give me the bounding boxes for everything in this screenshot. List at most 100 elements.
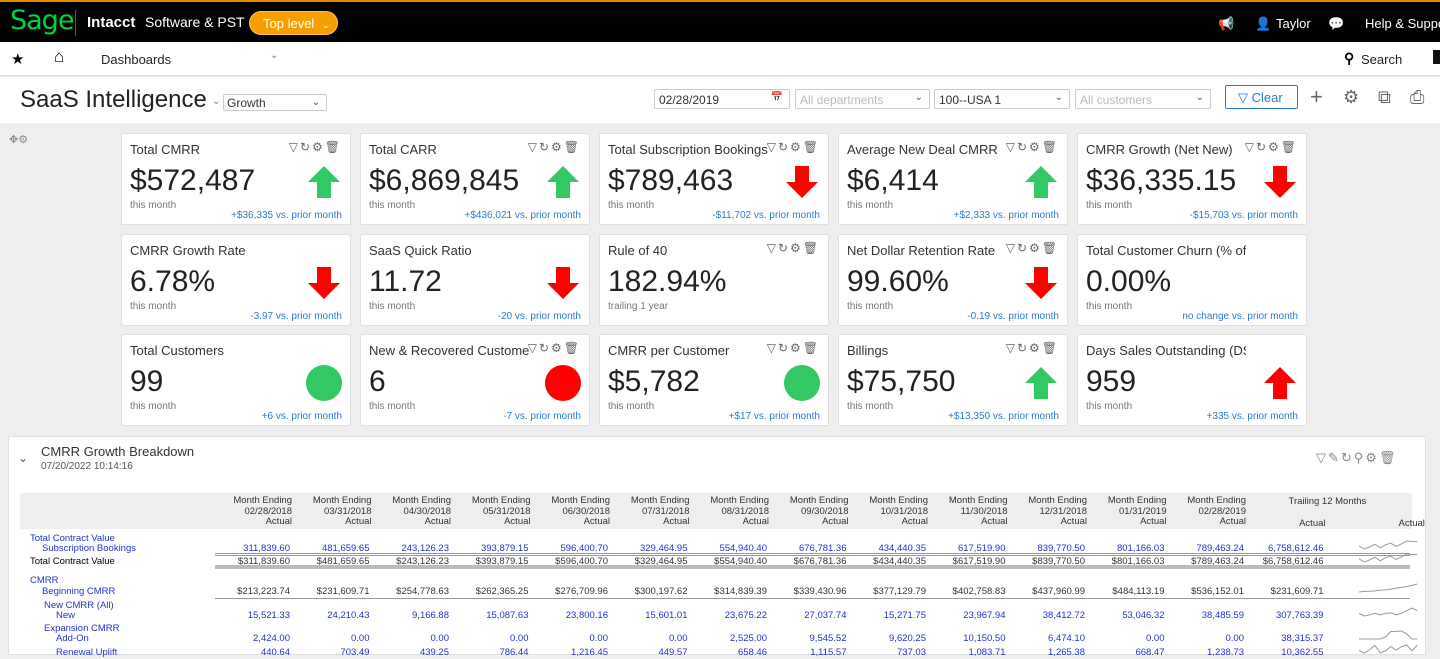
- customer-select[interactable]: All customers ⌄: [1075, 89, 1211, 109]
- trash-icon[interactable]: 🗑: [563, 341, 581, 355]
- kpi-card[interactable]: Total Customer Churn (% of Total) 0.00% th…: [1077, 234, 1307, 326]
- refresh-icon[interactable]: ↻: [299, 140, 312, 154]
- chat-icon[interactable]: 💬: [1328, 16, 1345, 31]
- filter-icon[interactable]: ▽: [1005, 241, 1017, 255]
- location-select[interactable]: 100--USA 1 ⌄: [934, 89, 1070, 109]
- calendar-icon[interactable]: 📅: [770, 92, 783, 103]
- trash-icon[interactable]: 🗑: [802, 140, 820, 154]
- kpi-card[interactable]: Billings $75,750 this month +$13,350 vs. pr…: [838, 334, 1068, 426]
- trash-icon[interactable]: 🗑: [1041, 241, 1059, 255]
- column-header[interactable]: Month Ending 04/30/2018 Actual: [376, 495, 451, 528]
- filter-icon[interactable]: ▽: [527, 341, 539, 355]
- column-header[interactable]: Month Ending 12/31/2018 Actual: [1012, 495, 1087, 528]
- column-header[interactable]: Month Ending 08/31/2018 Actual: [694, 495, 769, 528]
- row-label[interactable]: Total Contract Value: [30, 556, 115, 567]
- column-header[interactable]: Month Ending 11/30/2018 Actual: [933, 495, 1008, 528]
- column-header[interactable]: Month Ending 03/31/2018 Actual: [297, 495, 372, 528]
- refresh-icon[interactable]: ↻: [777, 241, 790, 255]
- filter-icon[interactable]: ▽: [766, 241, 778, 255]
- row-group-label[interactable]: Total Contract Value: [30, 533, 115, 544]
- gear-icon[interactable]: ⚙: [1029, 341, 1042, 355]
- refresh-icon[interactable]: ↻: [1016, 341, 1029, 355]
- panel-toolbar-icons[interactable]: ▽✎↻⚲⚙🗑: [1316, 450, 1398, 465]
- kpi-card[interactable]: Total Subscription Bookings $789,463 this …: [599, 133, 829, 225]
- column-header[interactable]: Month Ending 10/31/2018 Actual: [853, 495, 928, 528]
- kpi-card[interactable]: New & Recovered Customers 6 this month -7 v…: [360, 334, 590, 426]
- gear-icon[interactable]: ⚙: [790, 140, 803, 154]
- row-label[interactable]: Subscription Bookings: [42, 543, 136, 554]
- column-header[interactable]: Month Ending 06/30/2018 Actual: [535, 495, 610, 528]
- column-header[interactable]: Month Ending 02/28/2018 Actual: [217, 495, 292, 528]
- add-icon[interactable]: +: [1310, 84, 1323, 109]
- kpi-card[interactable]: CMRR Growth Rate 6.78% this month -3.97 vs.…: [121, 234, 351, 326]
- trash-icon[interactable]: 🗑: [324, 140, 342, 154]
- print-icon[interactable]: ⎙: [1410, 87, 1425, 107]
- user-name[interactable]: Taylor: [1276, 16, 1311, 31]
- trash-icon[interactable]: 🗑: [563, 140, 581, 154]
- gear-icon[interactable]: ⚙: [1029, 140, 1042, 154]
- chevron-down-icon[interactable]: ⌄: [270, 50, 279, 61]
- department-select[interactable]: All departments ⌄: [795, 89, 930, 109]
- gear-icon[interactable]: ⚙: [790, 341, 803, 355]
- user-icon[interactable]: 👤: [1255, 16, 1272, 31]
- refresh-icon[interactable]: ↻: [777, 140, 790, 154]
- refresh-icon[interactable]: ↻: [1016, 140, 1029, 154]
- row-group-label[interactable]: New CMRR (All): [44, 600, 114, 611]
- gear-icon[interactable]: ⚙: [551, 341, 564, 355]
- home-icon[interactable]: ⌂: [54, 47, 65, 66]
- trash-icon[interactable]: 🗑: [802, 241, 820, 255]
- bookmark-icon[interactable]: [1433, 50, 1440, 64]
- trash-icon[interactable]: 🗑: [802, 341, 820, 355]
- refresh-icon[interactable]: ↻: [538, 140, 551, 154]
- chevron-down-icon[interactable]: ⌄: [212, 96, 221, 107]
- row-group-label[interactable]: Expansion CMRR: [44, 623, 120, 634]
- star-icon[interactable]: ★: [11, 51, 25, 68]
- row-label[interactable]: New: [56, 610, 76, 621]
- column-header[interactable]: Month Ending 05/31/2018 Actual: [456, 495, 531, 528]
- copy-icon[interactable]: ⧉: [1378, 87, 1391, 107]
- entity-level-dropdown[interactable]: Top level ⌄: [249, 11, 338, 35]
- filter-icon[interactable]: ▽: [766, 140, 778, 154]
- kpi-card[interactable]: SaaS Quick Ratio 11.72 this month -20 vs. p…: [360, 234, 590, 326]
- kpi-card[interactable]: Total Customers 99 this month +6 vs. prior …: [121, 334, 351, 426]
- column-header[interactable]: Month Ending 09/30/2018 Actual: [774, 495, 849, 528]
- dashboards-menu[interactable]: Dashboards: [101, 52, 172, 67]
- refresh-icon[interactable]: ↻: [1255, 140, 1268, 154]
- column-header[interactable]: Month Ending 02/28/2019 Actual: [1171, 495, 1246, 528]
- gear-icon[interactable]: ⚙: [1268, 140, 1281, 154]
- gear-icon[interactable]: ⚙: [790, 241, 803, 255]
- kpi-card[interactable]: Net Dollar Retention Rate 99.60% this mont…: [838, 234, 1068, 326]
- search-icon[interactable]: ⚲: [1344, 50, 1355, 66]
- row-label[interactable]: Beginning CMRR: [42, 586, 116, 597]
- refresh-icon[interactable]: ↻: [538, 341, 551, 355]
- search-link[interactable]: Search: [1361, 52, 1403, 67]
- filter-icon[interactable]: ▽: [766, 341, 778, 355]
- refresh-icon[interactable]: ↻: [1016, 241, 1029, 255]
- kpi-card[interactable]: Total CMRR $572,487 this month +$36,335 vs.…: [121, 133, 351, 225]
- trash-icon[interactable]: 🗑: [1041, 140, 1059, 154]
- clear-filters-button[interactable]: ▽ Clear: [1225, 85, 1298, 109]
- row-label[interactable]: Add-On: [56, 633, 89, 644]
- help-support-link[interactable]: Help & Support: [1365, 16, 1440, 31]
- row-group-label[interactable]: CMRR: [30, 575, 59, 586]
- dashboard-view-select[interactable]: Growth ⌄: [223, 94, 327, 111]
- column-header[interactable]: Month Ending 01/31/2019 Actual: [1092, 495, 1167, 528]
- collapse-icon[interactable]: ⌄: [18, 451, 29, 465]
- gear-icon[interactable]: ⚙: [1343, 87, 1360, 107]
- kpi-card[interactable]: Average New Deal CMRR $6,414 this month +$2…: [838, 133, 1068, 225]
- date-field[interactable]: 02/28/2019 📅: [654, 89, 790, 109]
- filter-icon[interactable]: ▽: [527, 140, 539, 154]
- kpi-card[interactable]: Total CARR $6,869,845 this month +$436,021 …: [360, 133, 590, 225]
- sage-logo[interactable]: Sage: [10, 5, 74, 36]
- kpi-card[interactable]: Rule of 40 182.94% trailing 1 year ▽↻⚙🗑: [599, 234, 829, 326]
- move-icon[interactable]: ✥⚙: [9, 134, 29, 146]
- filter-icon[interactable]: ▽: [1005, 140, 1017, 154]
- filter-icon[interactable]: ▽: [1005, 341, 1017, 355]
- gear-icon[interactable]: ⚙: [312, 140, 325, 154]
- kpi-card[interactable]: CMRR Growth (Net New) $36,335.15 this mont…: [1077, 133, 1307, 225]
- gear-icon[interactable]: ⚙: [1029, 241, 1042, 255]
- announcements-icon[interactable]: 📢: [1218, 16, 1235, 31]
- column-header[interactable]: Month Ending 07/31/2018 Actual: [615, 495, 690, 528]
- gear-icon[interactable]: ⚙: [551, 140, 564, 154]
- trash-icon[interactable]: 🗑: [1041, 341, 1059, 355]
